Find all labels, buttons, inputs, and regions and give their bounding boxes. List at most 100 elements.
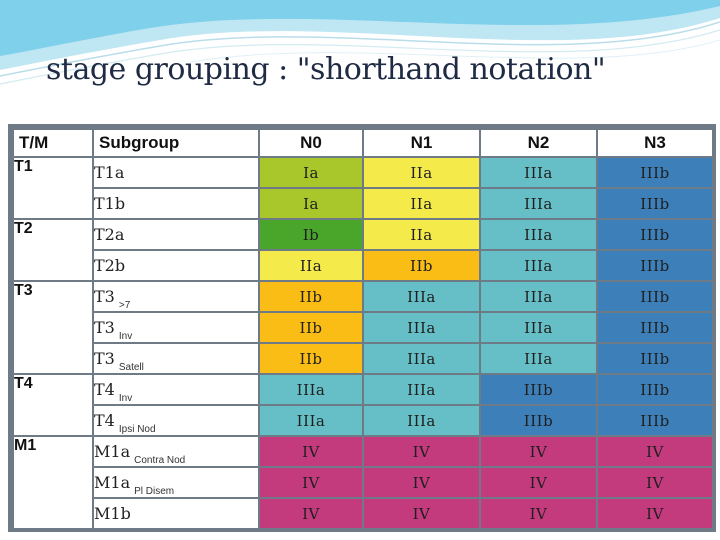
staging-table: T/M Subgroup N0 N1 N2 N3 T1 T1a Ia IIa IIIa I… [12, 128, 714, 530]
stage-cell: IIIb [596, 156, 714, 189]
stage-cell: IIb [258, 311, 364, 344]
stage-cell: IIIa [258, 404, 364, 437]
subgroup-code: M1b [94, 504, 131, 523]
subgroup-code: T2b [94, 256, 126, 275]
tm-category-cell: T1 [12, 156, 94, 220]
header-tm: T/M [12, 128, 94, 158]
stage-cell: IIIa [479, 187, 598, 220]
subgroup-code: T2a [94, 225, 125, 244]
subgroup-code: T3 [94, 349, 115, 368]
stage-cell: IV [362, 497, 481, 530]
subgroup-cell: T3 >7 [92, 280, 260, 313]
stage-cell: IIIb [479, 373, 598, 406]
subgroup-qualifier: Ipsi Nod [118, 424, 156, 435]
stage-cell: IIIb [596, 404, 714, 437]
stage-cell: IV [258, 497, 364, 530]
stage-cell: IV [258, 466, 364, 499]
stage-cell: IIIa [479, 311, 598, 344]
subgroup-cell: M1a Contra Nod [92, 435, 260, 468]
stage-cell: IIIa [479, 156, 598, 189]
stage-cell: IIb [362, 249, 481, 282]
header-wave-decoration [0, 0, 720, 85]
table-row: M1a Pl Disem IV IV IV IV [13, 466, 714, 499]
subgroup-qualifier: Contra Nod [134, 455, 186, 466]
stage-cell: IV [362, 466, 481, 499]
subgroup-cell: T2a [92, 218, 260, 251]
subgroup-cell: T1b [92, 187, 260, 220]
tm-category-cell: T2 [12, 218, 94, 282]
stage-cell: IV [596, 466, 714, 499]
stage-cell: IIIb [596, 311, 714, 344]
stage-cell: IV [479, 466, 598, 499]
subgroup-cell: M1b [92, 497, 260, 530]
subgroup-cell: T1a [92, 156, 260, 189]
subgroup-qualifier: Inv [118, 331, 133, 342]
stage-cell: IIIa [479, 218, 598, 251]
table-row: T1 T1a Ia IIa IIIa IIIb [12, 156, 714, 220]
subgroup-code: T3 [94, 318, 115, 337]
table-row: M1b IV IV IV IV [13, 497, 714, 530]
subgroup-code: T3 [94, 287, 115, 306]
stage-cell: IIIb [596, 373, 714, 406]
stage-cell: IV [479, 435, 598, 468]
slide-title: stage grouping : "shorthand notation" [46, 52, 606, 87]
subgroup-cell: T3 Satell [92, 342, 260, 375]
stage-cell: IV [596, 497, 714, 530]
stage-cell: IIIa [479, 249, 598, 282]
stage-cell: IIIa [258, 373, 364, 406]
stage-cell: IIIb [596, 218, 714, 251]
stage-cell: IIb [258, 342, 364, 375]
subgroup-qualifier: Satell [118, 362, 144, 373]
stage-cell: IIIb [479, 404, 598, 437]
subgroup-cell: T3 Inv [92, 311, 260, 344]
stage-cell: IIIb [596, 249, 714, 282]
stage-cell: IIIb [596, 280, 714, 313]
tm-category-cell: T4 [12, 373, 94, 437]
stage-cell: IIIa [362, 280, 481, 313]
stage-cell: IIIa [479, 280, 598, 313]
stage-cell: IIIb [596, 342, 714, 375]
subgroup-cell: T4 Ipsi Nod [92, 404, 260, 437]
stage-cell: IV [596, 435, 714, 468]
stage-cell: IIIa [479, 342, 598, 375]
stage-cell: IIa [362, 156, 481, 189]
stage-cell: IIIb [596, 187, 714, 220]
subgroup-code: M1a [94, 442, 131, 461]
stage-cell: IV [258, 435, 364, 468]
tm-category-cell: M1 [12, 435, 94, 530]
subgroup-cell: T2b [92, 249, 260, 282]
stage-cell: IIIa [362, 311, 481, 344]
header-row: T/M Subgroup N0 N1 N2 N3 [12, 128, 714, 158]
table-row: M1 M1a Contra Nod IV IV IV IV [12, 435, 714, 530]
subgroup-cell: T4 Inv [92, 373, 260, 406]
table-row: T2 T2a Ib IIa IIIa IIIb [12, 218, 714, 282]
subgroup-qualifier: Inv [118, 393, 133, 404]
table-row: T4 T4 Inv IIIa IIIa IIIb IIIb [12, 373, 714, 437]
header-n3: N3 [596, 128, 714, 158]
tm-category-cell: T3 [12, 280, 94, 375]
header-subgroup: Subgroup [92, 128, 260, 158]
table-row: T3 Inv IIb IIIa IIIa IIIb [13, 311, 714, 344]
stage-cell: Ib [258, 218, 364, 251]
stage-cell: IIIa [362, 342, 481, 375]
stage-cell: IV [479, 497, 598, 530]
subgroup-code: T1a [94, 163, 125, 182]
stage-cell: IIa [258, 249, 364, 282]
subgroup-code: M1a [94, 473, 131, 492]
table-row: T1b Ia IIa IIIa IIIb [13, 187, 714, 220]
stage-cell: IIb [258, 280, 364, 313]
stage-cell: IIIa [362, 404, 481, 437]
subgroup-qualifier: >7 [118, 300, 131, 311]
table-row: T3 Satell IIb IIIa IIIa IIIb [13, 342, 714, 375]
header-n2: N2 [479, 128, 598, 158]
subgroup-qualifier: Pl Disem [134, 486, 175, 497]
table-row: T2b IIa IIb IIIa IIIb [13, 249, 714, 282]
header-n0: N0 [258, 128, 364, 158]
header-n1: N1 [362, 128, 481, 158]
staging-table-body: T/M Subgroup N0 N1 N2 N3 T1 T1a Ia IIa IIIa I… [12, 128, 714, 530]
subgroup-code: T4 [94, 380, 115, 399]
stage-cell: Ia [258, 156, 364, 189]
table-row: T3 T3 >7 IIb IIIa IIIa IIIb [12, 280, 714, 375]
stage-cell: IIIa [362, 373, 481, 406]
table-row: T4 Ipsi Nod IIIa IIIa IIIb IIIb [13, 404, 714, 437]
